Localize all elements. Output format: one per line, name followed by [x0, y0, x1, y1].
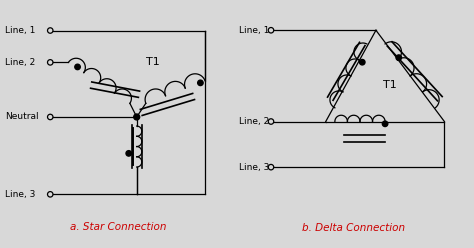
Circle shape: [75, 64, 80, 70]
Text: Neutral: Neutral: [5, 113, 38, 122]
Text: T1: T1: [146, 57, 160, 67]
Circle shape: [359, 60, 365, 65]
Circle shape: [396, 55, 401, 60]
Text: b. Delta Connection: b. Delta Connection: [301, 223, 405, 233]
Text: Line, 1: Line, 1: [5, 26, 35, 35]
Circle shape: [198, 80, 203, 86]
Text: Line, 2: Line, 2: [239, 117, 269, 126]
Circle shape: [134, 114, 140, 120]
Text: Line, 3: Line, 3: [239, 163, 269, 172]
Text: a. Star Connection: a. Star Connection: [70, 222, 167, 232]
Circle shape: [383, 121, 388, 126]
Text: Line, 3: Line, 3: [5, 190, 35, 199]
Text: T1: T1: [383, 80, 397, 90]
Circle shape: [126, 151, 131, 156]
Text: Line, 1: Line, 1: [239, 26, 269, 35]
Text: Line, 2: Line, 2: [5, 58, 35, 67]
